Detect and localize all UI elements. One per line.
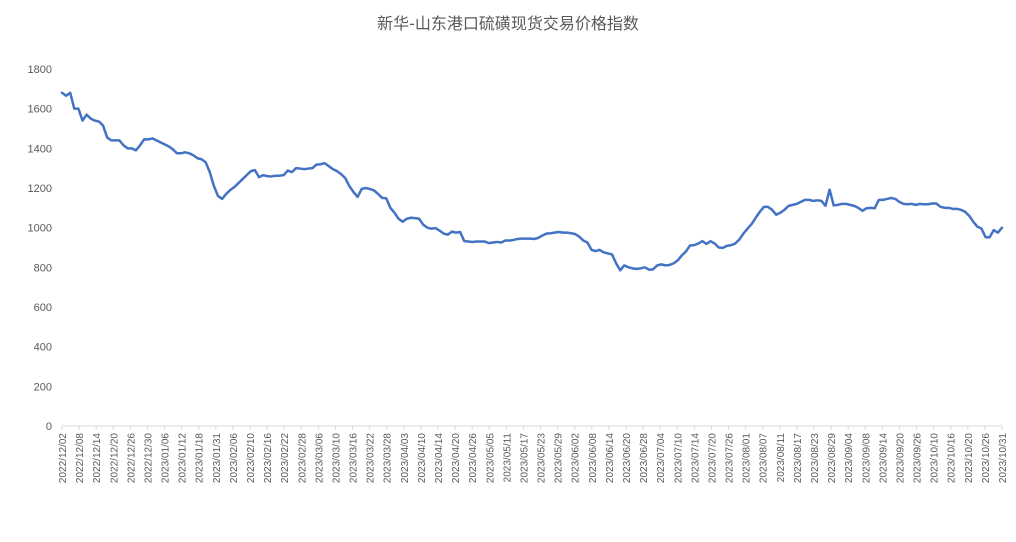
x-tick-label: 2023/02/22 — [280, 433, 291, 483]
x-tick-label: 2023/02/06 — [229, 433, 240, 483]
x-axis-ticks: 2022/12/02 2022/12/08 2022/12/14 2022/12/20… — [58, 426, 1009, 483]
x-tick-label: 2023/06/02 — [571, 433, 582, 483]
x-tick-label: 2023/06/14 — [605, 433, 616, 483]
x-tick-label: 2023/08/07 — [759, 433, 770, 483]
x-tick-label: 2023/07/04 — [656, 433, 667, 483]
x-tick-label: 2023/07/10 — [673, 433, 684, 483]
x-tick-label: 2023/08/01 — [742, 433, 753, 483]
x-tick-label: 2023/10/31 — [998, 433, 1009, 483]
x-tick-label: 2023/03/06 — [314, 433, 325, 483]
y-tick-label: 400 — [34, 342, 52, 354]
x-tick-label: 2023/03/22 — [366, 433, 377, 483]
x-tick-label: 2023/06/08 — [588, 433, 599, 483]
x-tick-label: 2023/04/14 — [434, 433, 445, 483]
x-tick-label: 2022/12/26 — [126, 433, 137, 483]
x-tick-label: 2022/12/30 — [143, 433, 154, 483]
x-tick-label: 2023/09/26 — [913, 433, 924, 483]
x-tick-label: 2023/03/16 — [349, 433, 360, 483]
x-tick-label: 2022/12/08 — [75, 433, 86, 483]
x-tick-label: 2023/10/26 — [981, 433, 992, 483]
x-tick-label: 2023/10/16 — [947, 433, 958, 483]
x-tick-label: 2023/01/06 — [161, 433, 172, 483]
y-axis-ticks: 0 200 400 600 800 1000 1200 1400 1600 1800 — [28, 64, 52, 433]
y-tick-label: 1000 — [28, 223, 52, 235]
x-tick-label: 2023/08/23 — [810, 433, 821, 483]
x-tick-label: 2023/04/20 — [451, 433, 462, 483]
x-tick-label: 2023/03/28 — [383, 433, 394, 483]
x-tick-label: 2023/09/14 — [878, 433, 889, 483]
x-tick-label: 2023/09/08 — [861, 433, 872, 483]
x-tick-label: 2022/12/14 — [92, 433, 103, 483]
x-tick-label: 2023/05/29 — [554, 433, 565, 483]
x-tick-label: 2023/01/31 — [212, 433, 223, 483]
x-tick-label: 2023/02/28 — [297, 433, 308, 483]
x-tick-label: 2023/08/11 — [776, 433, 787, 483]
x-tick-label: 2023/05/23 — [537, 433, 548, 483]
x-tick-label: 2023/02/10 — [246, 433, 257, 483]
y-tick-label: 1600 — [28, 104, 52, 116]
x-tick-label: 2023/01/18 — [195, 433, 206, 483]
x-tick-label: 2023/10/20 — [964, 433, 975, 483]
x-tick-label: 2023/02/16 — [263, 433, 274, 483]
y-tick-label: 1400 — [28, 143, 52, 155]
series-line — [60, 91, 1004, 272]
x-tick-label: 2023/09/20 — [895, 433, 906, 483]
y-tick-label: 1200 — [28, 183, 52, 195]
x-tick-label: 2023/06/28 — [639, 433, 650, 483]
x-tick-label: 2023/04/10 — [417, 433, 428, 483]
x-tick-label: 2023/07/20 — [707, 433, 718, 483]
x-tick-label: 2023/09/04 — [844, 433, 855, 483]
x-tick-label: 2022/12/02 — [58, 433, 69, 483]
x-tick-label: 2023/07/14 — [690, 433, 701, 483]
x-tick-label: 2022/12/20 — [109, 433, 120, 483]
y-tick-label: 1800 — [28, 64, 52, 76]
x-tick-label: 2023/04/03 — [400, 433, 411, 483]
x-tick-label: 2023/05/11 — [502, 433, 513, 483]
y-tick-label: 600 — [34, 302, 52, 314]
x-tick-label: 2023/01/12 — [178, 433, 189, 483]
x-tick-label: 2023/10/10 — [930, 433, 941, 483]
x-tick-label: 2023/08/29 — [827, 433, 838, 483]
series-group — [60, 91, 1004, 272]
x-tick-label: 2023/08/17 — [793, 433, 804, 483]
x-tick-label: 2023/06/20 — [622, 433, 633, 483]
y-tick-label: 0 — [46, 421, 52, 433]
x-tick-label: 2023/03/10 — [331, 433, 342, 483]
chart-title: 新华-山东港口硫磺现货交易价格指数 — [377, 14, 639, 33]
x-tick-label: 2023/05/17 — [519, 433, 530, 483]
x-tick-label: 2023/07/26 — [725, 433, 736, 483]
x-tick-label: 2023/04/26 — [468, 433, 479, 483]
x-tick-label: 2023/05/05 — [485, 433, 496, 483]
y-tick-label: 200 — [34, 381, 52, 393]
y-tick-label: 800 — [34, 262, 52, 274]
